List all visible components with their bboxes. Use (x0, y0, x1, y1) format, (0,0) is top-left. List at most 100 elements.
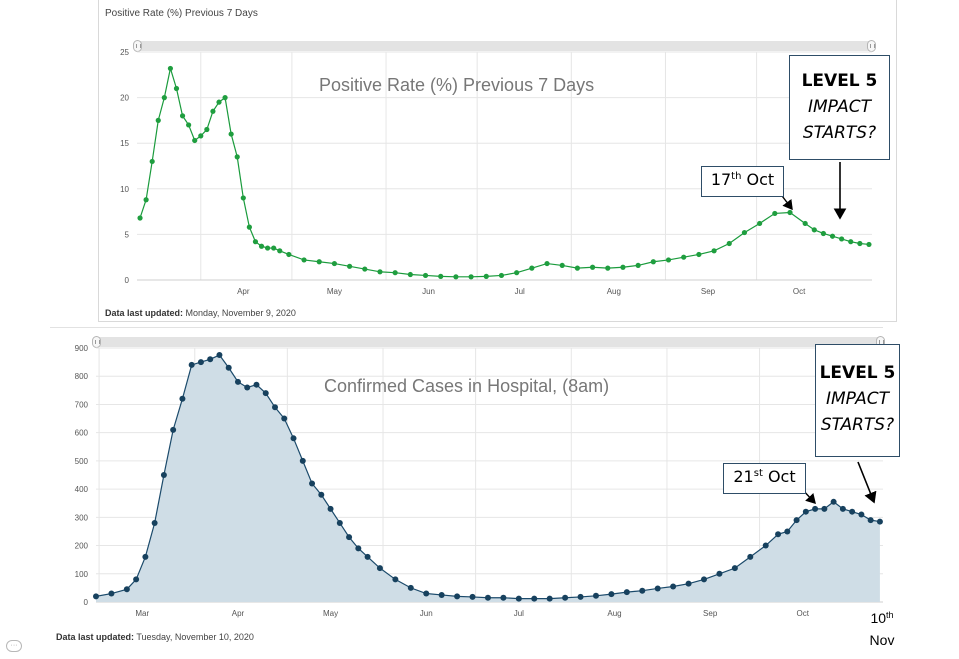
y-tick-label: 25 (120, 48, 129, 57)
data-point (829, 233, 836, 239)
data-point (290, 435, 297, 442)
y-tick-label: 0 (84, 598, 89, 607)
data-point (820, 230, 827, 237)
y-tick-label: 900 (75, 344, 89, 353)
data-point (654, 585, 661, 592)
x-tick-label: Aug (607, 287, 621, 296)
data-point (787, 209, 793, 216)
data-point (423, 590, 430, 597)
data-point (318, 491, 325, 498)
more-options-icon[interactable]: ··· (6, 640, 22, 652)
y-tick-label: 400 (75, 485, 89, 494)
y-tick-label: 600 (75, 429, 89, 438)
data-point (544, 260, 550, 267)
data-point (364, 553, 371, 560)
data-point (821, 505, 828, 512)
data-point (222, 95, 228, 101)
data-point (143, 197, 149, 203)
data-point (453, 274, 459, 280)
date-suffix: th (731, 171, 742, 182)
data-point (665, 257, 672, 263)
data-point (608, 591, 615, 598)
data-point (234, 378, 241, 385)
data-point (559, 262, 565, 269)
x-tick-label: Aug (607, 609, 621, 618)
data-point (170, 426, 177, 433)
level5-label: LEVEL 5 (819, 363, 896, 383)
data-point (161, 95, 167, 101)
data-point (133, 576, 140, 583)
data-point (198, 133, 204, 139)
data-point (635, 262, 641, 269)
updated-label: Data last updated: (105, 308, 184, 318)
data-point (775, 531, 782, 538)
y-tick-label: 0 (125, 276, 130, 285)
data-point (272, 404, 279, 411)
data-point (546, 595, 553, 602)
level5-arrow-chart2 (857, 461, 877, 504)
impact-label: IMPACT (826, 389, 889, 409)
data-point (867, 517, 874, 524)
data-point (336, 519, 343, 526)
data-point (589, 264, 596, 270)
data-point (731, 565, 738, 572)
data-point (726, 240, 732, 247)
x-tick-label: Oct (797, 609, 810, 618)
data-point (681, 254, 687, 260)
data-point (210, 108, 216, 114)
x-tick-label: May (327, 287, 342, 296)
data-point (299, 457, 306, 464)
data-last-updated: Data last updated: Tuesday, November 10,… (56, 632, 254, 642)
panel-corner-title: Positive Rate (%) Previous 7 Days (105, 8, 258, 19)
data-point (362, 266, 368, 272)
data-point (407, 271, 413, 278)
data-point (757, 220, 763, 227)
data-point (639, 587, 646, 594)
data-point (857, 240, 863, 247)
updated-label: Data last updated: (56, 632, 135, 642)
data-point (858, 511, 865, 518)
data-point (286, 251, 292, 258)
data-point (620, 264, 626, 270)
time-range-slider-track[interactable] (96, 337, 883, 347)
data-point (605, 265, 611, 271)
data-point (670, 583, 677, 590)
data-point (262, 390, 269, 397)
x-tick-label: Mar (135, 609, 149, 618)
data-point (498, 272, 505, 279)
data-point (483, 273, 489, 279)
data-point (469, 593, 476, 600)
data-point (216, 99, 222, 105)
data-point (696, 251, 702, 258)
data-point (149, 158, 155, 165)
date-callout-chart1: 17th Oct (701, 166, 784, 197)
data-point (623, 589, 630, 596)
data-point (277, 248, 283, 254)
starts-label: STARTS? (820, 415, 895, 435)
data-point (377, 269, 383, 275)
updated-date: Tuesday, November 10, 2020 (134, 632, 254, 642)
y-tick-label: 700 (75, 400, 89, 409)
data-point (711, 248, 717, 254)
data-point (531, 595, 538, 602)
starts-label: STARTS? (802, 123, 877, 143)
y-tick-label: 15 (120, 139, 129, 148)
data-point (301, 257, 307, 263)
data-point (327, 505, 334, 512)
y-tick-label: 5 (125, 230, 130, 239)
data-point (192, 137, 198, 144)
data-point (108, 590, 115, 597)
data-point (179, 113, 186, 119)
time-range-slider-track[interactable] (137, 41, 872, 51)
data-point (802, 220, 808, 227)
data-point (650, 259, 656, 265)
data-point (309, 480, 316, 487)
data-point (93, 593, 99, 600)
data-point (160, 472, 167, 478)
y-tick-label: 20 (120, 94, 129, 103)
data-point (784, 528, 791, 535)
data-point (253, 381, 260, 388)
data-point (173, 85, 180, 92)
data-point (376, 565, 383, 572)
data-point (252, 239, 259, 245)
